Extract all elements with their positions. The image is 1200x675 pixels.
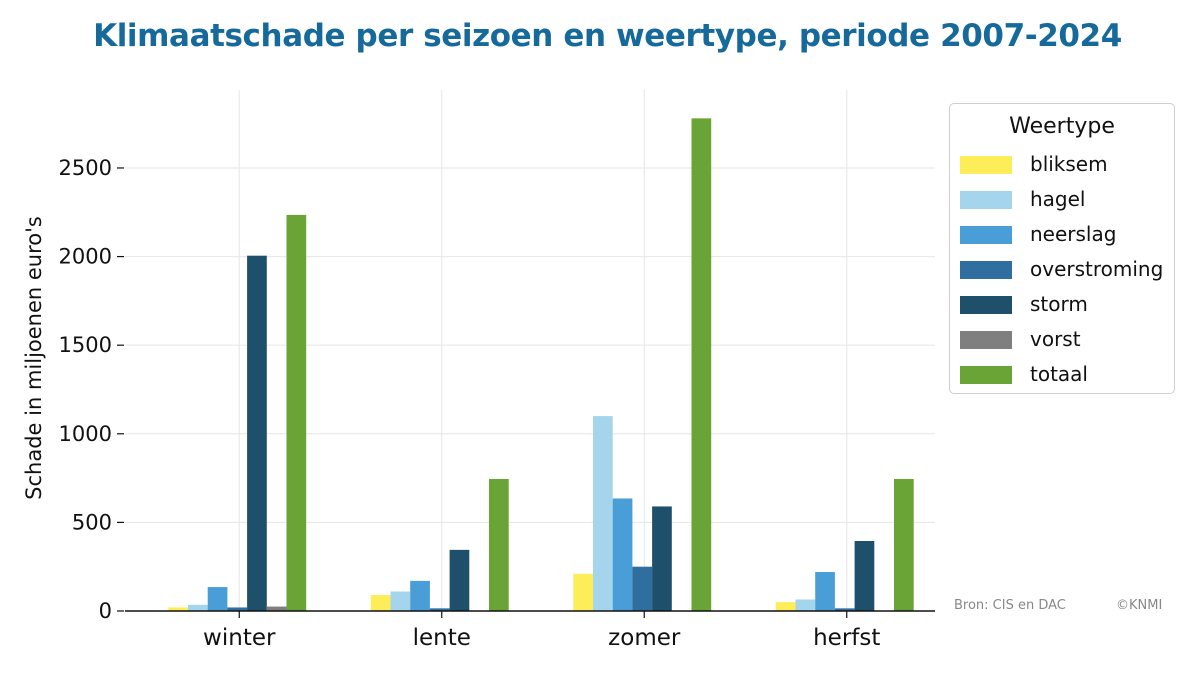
bar-storm-winter [247,255,267,611]
bar-bliksem-zomer [573,573,593,611]
legend-swatch [960,226,1012,244]
y-axis-label: Schade in miljoenen euro's [22,216,46,500]
bar-bliksem-lente [370,595,391,611]
legend-swatch [960,261,1012,279]
bar-neerslag-zomer [612,498,633,611]
legend-swatch [960,331,1012,349]
copyright-note: ©KNMI [1116,598,1163,613]
legend-label: neerslag [1030,222,1117,246]
legend-label: totaal [1030,362,1088,386]
bar-storm-zomer [652,506,672,611]
chart-title: Klimaatschade per seizoen en weertype, p… [93,18,1122,54]
legend-label: bliksem [1030,152,1108,176]
legend-label: hagel [1030,187,1086,211]
bar-storm-herfst [854,541,875,611]
bar-hagel-winter [188,604,208,611]
bar-overstroming-lente [429,608,450,611]
bar-totaal-zomer [691,118,712,611]
y-tick-label: 2000 [59,245,112,269]
bar-overstroming-herfst [834,608,855,611]
x-tick-label: zomer [608,625,681,651]
source-note: Bron: CIS en DAC [954,598,1066,613]
legend-swatch [960,191,1012,209]
bar-totaal-lente [489,478,509,611]
bar-vorst-winter [266,606,287,611]
legend-label: overstroming [1030,257,1164,281]
legend-swatch [960,156,1012,174]
y-tick-label: 1500 [59,333,112,357]
bar-hagel-herfst [795,599,816,611]
y-tick-label: 1000 [59,422,112,446]
bar-bliksem-herfst [775,602,796,611]
bar-bliksem-winter [168,607,188,611]
bar-storm-lente [449,549,470,611]
bars [168,118,914,612]
legend-title: Weertype [1009,114,1115,139]
y-tick-label: 500 [72,510,112,534]
bar-hagel-zomer [593,416,613,611]
bar-totaal-winter [286,214,307,612]
bar-overstroming-winter [227,607,248,611]
x-tick-label: lente [413,625,471,651]
bar-overstroming-zomer [632,566,653,611]
bar-hagel-lente [390,591,411,611]
legend-swatch [960,366,1012,384]
x-tick-label: winter [203,625,276,651]
axes: 0 500 1000 1500 2000 2500 winter lente zomer herf… [59,156,935,651]
grid-lines [125,90,935,611]
bar-neerslag-lente [410,580,430,611]
legend-swatch [960,296,1012,314]
legend-label: vorst [1030,327,1081,351]
bar-totaal-herfst [894,478,914,611]
x-tick-label: herfst [813,625,880,651]
bar-neerslag-winter [207,587,228,611]
bar-neerslag-herfst [815,572,835,611]
y-tick-label: 2500 [59,156,112,180]
legend-label: storm [1030,292,1088,316]
y-tick-label: 0 [99,599,112,623]
legend: Weertype bliksem hagel neerslag overstromin… [949,103,1175,394]
